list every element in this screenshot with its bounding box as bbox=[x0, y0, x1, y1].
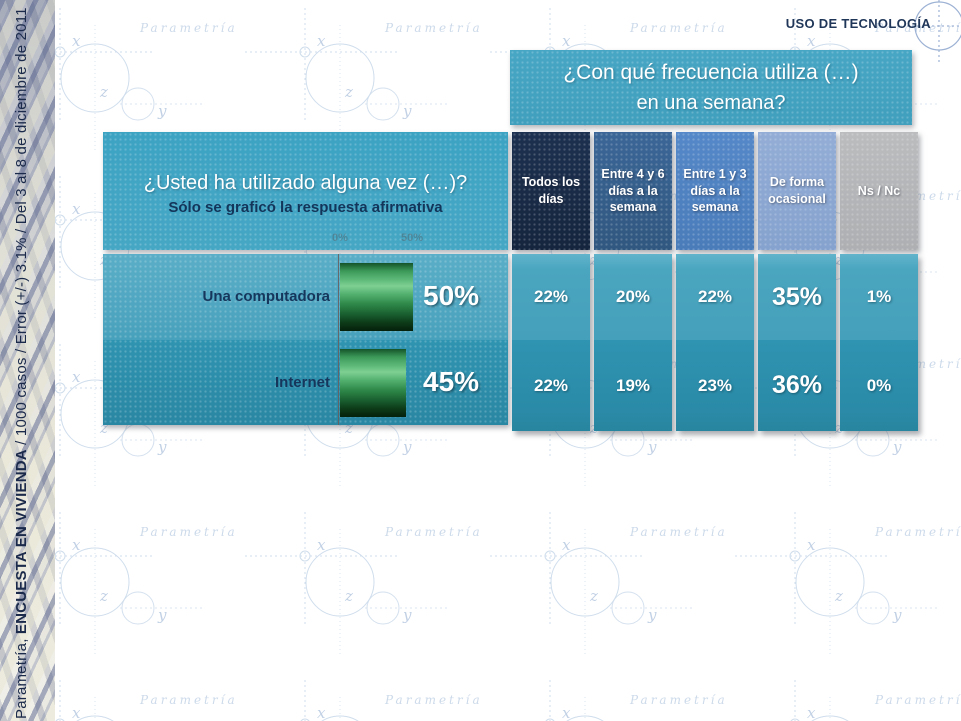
survey-source: Parametría, bbox=[13, 634, 30, 719]
survey-metadata-vertical: Parametría, ENCUESTA EN VIVIENDA / 1000 … bbox=[13, 7, 30, 719]
column-header-label: Entre 4 y 6 días a la semana bbox=[601, 166, 665, 215]
column-header-ns-nc: Ns / Nc bbox=[840, 132, 918, 250]
frequency-cell: 20% bbox=[594, 254, 672, 340]
column-header-entre-1-y-3: Entre 1 y 3 días a la semana bbox=[676, 132, 754, 250]
computadora-bar bbox=[340, 263, 413, 331]
topic-label: USO DE TECNOLOGÍA bbox=[785, 16, 931, 31]
internet-bar-value: 45% bbox=[423, 366, 480, 397]
frequency-cell: 22% bbox=[512, 254, 590, 340]
axis-tick-fifty: 50% bbox=[400, 232, 424, 244]
corner-axes-sketch bbox=[907, 0, 961, 62]
frequency-cell: 36% bbox=[758, 340, 836, 431]
frequency-column-de-forma-ocasional: 35% 36% bbox=[758, 254, 836, 431]
frequency-column-ns-nc: 1% 0% bbox=[840, 254, 918, 431]
internet-bar bbox=[340, 349, 406, 417]
frequency-cell: 1% bbox=[840, 254, 918, 340]
chart-subtitle: Sólo se graficó la respuesta afirmativa bbox=[168, 199, 443, 216]
column-header-label: Entre 1 y 3 días a la semana bbox=[683, 166, 747, 215]
bar-chart-panel: Una computadora Internet 50% 45% bbox=[103, 254, 508, 425]
frequency-question-line2: en una semana? bbox=[636, 91, 786, 114]
frequency-column-todos-los-dias: 22% 22% bbox=[512, 254, 590, 431]
survey-method: ENCUESTA EN VIVIENDA bbox=[13, 449, 30, 635]
frequency-column-entre-1-y-3: 22% 23% bbox=[676, 254, 754, 431]
frequency-cell: 0% bbox=[840, 340, 918, 431]
frequency-column-entre-4-y-6: 20% 19% bbox=[594, 254, 672, 431]
chart-title: ¿Usted ha utilizado alguna vez (…)? bbox=[143, 172, 468, 194]
frequency-question-box: ¿Con qué frecuencia utiliza (…) en una s… bbox=[510, 50, 912, 125]
axis-tick-zero: 0% bbox=[332, 232, 348, 244]
row-label-internet: Internet bbox=[274, 374, 330, 391]
survey-details: / 1000 casos / Error (+/-) 3.1% / Del 3 … bbox=[13, 7, 30, 450]
computadora-bar-value: 50% bbox=[423, 280, 480, 311]
frequency-cell: 19% bbox=[594, 340, 672, 431]
column-header-entre-4-y-6: Entre 4 y 6 días a la semana bbox=[594, 132, 672, 250]
frequency-cell: 23% bbox=[676, 340, 754, 431]
frequency-cell: 22% bbox=[676, 254, 754, 340]
row-label-computadora: Una computadora bbox=[202, 288, 330, 305]
frequency-cell: 35% bbox=[758, 254, 836, 340]
row-band-computadora bbox=[103, 254, 508, 340]
frequency-cell: 22% bbox=[512, 340, 590, 431]
column-header-todos-los-dias: Todos los días bbox=[512, 132, 590, 250]
column-header-de-forma-ocasional: De forma ocasional bbox=[758, 132, 836, 250]
column-header-label: Ns / Nc bbox=[857, 183, 901, 198]
frequency-question-line1: ¿Con qué frecuencia utiliza (…) bbox=[563, 60, 859, 84]
chart-question-box: ¿Usted ha utilizado alguna vez (…)? Sólo… bbox=[103, 132, 508, 250]
left-texture-strip bbox=[0, 0, 55, 721]
column-header-label: De forma ocasional bbox=[768, 175, 826, 206]
axis-line bbox=[338, 254, 339, 425]
column-header-label: Todos los días bbox=[521, 175, 581, 206]
row-band-internet bbox=[103, 340, 508, 425]
